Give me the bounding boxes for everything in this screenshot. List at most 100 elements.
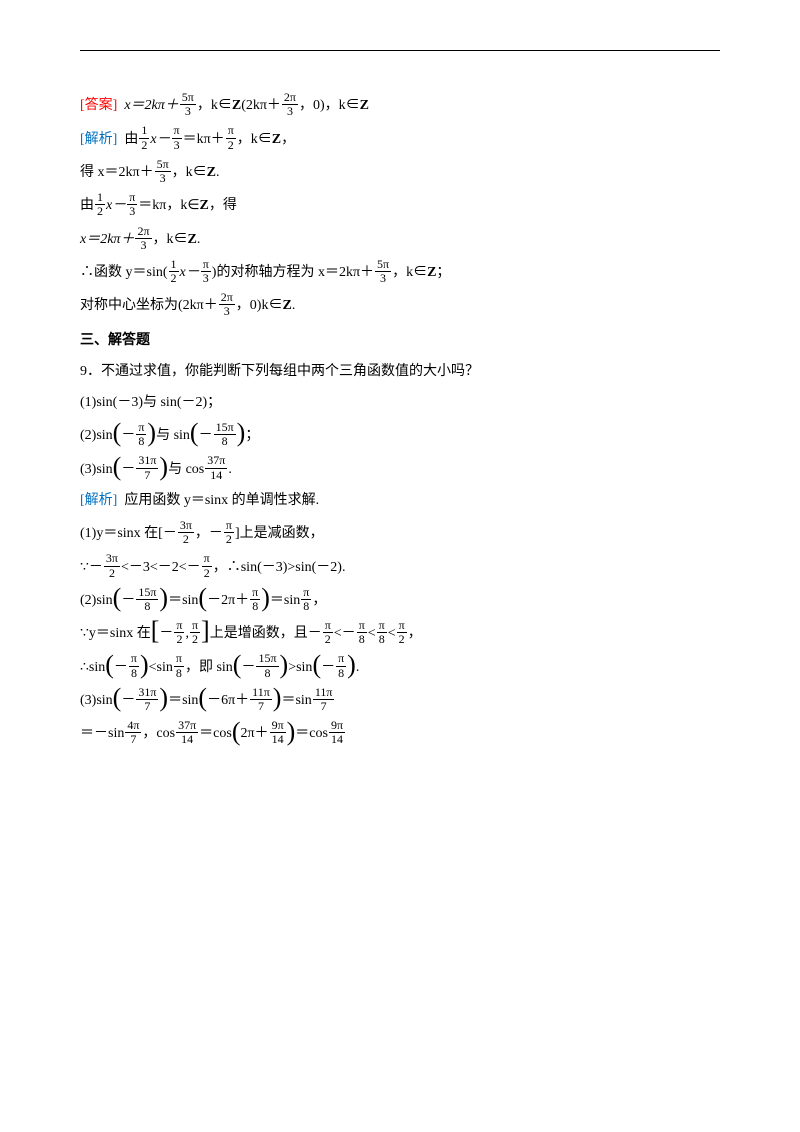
answer-line: [答案] x＝2kπ＋ 5π3 ，k∈ Z (2kπ＋ 2π3 ，0)，k∈ Z: [80, 91, 720, 118]
text: ，k∈: [237, 127, 272, 152]
analysis-label: [解析]: [80, 488, 117, 513]
fraction: π8: [129, 652, 139, 679]
text: ，即 sin: [185, 655, 233, 680]
text: x－: [150, 127, 170, 152]
paren-open-icon: (: [312, 652, 321, 678]
paren-close-icon: ): [237, 420, 246, 446]
text: ，0)k∈: [236, 293, 283, 318]
by-line-2: 由 12 x－ π3 ＝kπ，k∈ Z ，得: [80, 191, 720, 218]
x-line-2: x＝2kπ＋ 2π3 ，k∈ Z .: [80, 225, 720, 252]
text: －: [121, 688, 135, 713]
fraction: π2: [202, 552, 212, 579]
text: ＝sin: [168, 688, 198, 713]
text: ＝kπ＋: [183, 127, 225, 152]
text: 9．不通过求值，你能判断下列每组中两个三角函数值的大小吗？: [80, 359, 479, 384]
text: ∴函数 y＝sin(: [80, 260, 168, 285]
text: －2π＋: [207, 588, 249, 613]
fraction: π8: [136, 421, 146, 448]
text: x＝2kπ＋: [80, 227, 134, 252]
paren-close-icon: ): [140, 652, 149, 678]
text: (2)sin: [80, 588, 113, 613]
paren-close-icon: ): [261, 585, 270, 611]
sol-1b: ∵－ 3π2 <－3<－2<－ π2 ，∴sin(－3)>sin(－2).: [80, 552, 720, 579]
section-3-heading: 三、解答题: [80, 329, 720, 349]
top-divider: [80, 50, 720, 51]
paren-close-icon: ): [159, 585, 168, 611]
question-9: 9．不通过求值，你能判断下列每组中两个三角函数值的大小吗？: [80, 359, 720, 384]
paren-close-icon: ): [273, 685, 282, 711]
sol-1a: (1)y＝sinx 在[－ 3π2 ，－ π2 ]上是减函数，: [80, 519, 720, 546]
part-3: (3)sin ( － 31π7 ) 与 cos 37π14 .: [80, 454, 720, 481]
paren-open-icon: (: [105, 652, 114, 678]
fraction: 12: [139, 124, 149, 151]
paren-open-icon: (: [113, 585, 122, 611]
text: 上是增函数，且－: [210, 621, 322, 646]
sol-2c: ∴sin ( － π8 ) <sin π8 ，即 sin ( － 15π8 ) …: [80, 652, 720, 679]
set-Z: Z: [427, 260, 436, 285]
bracket-open-icon: [: [151, 618, 160, 644]
text: ，k∈: [153, 227, 188, 252]
text: －: [159, 621, 173, 646]
text: －: [121, 588, 135, 613]
sol-2b: ∵y＝sinx 在 [ － π2 , π2 ] 上是增函数，且－ π2 <－ π…: [80, 619, 720, 646]
paren-close-icon: ): [159, 454, 168, 480]
sol-2a: (2)sin ( － 15π8 ) ＝sin ( －2π＋ π8 ) ＝sin …: [80, 586, 720, 613]
fraction: 3π2: [178, 519, 194, 546]
text: ∴sin: [80, 655, 105, 680]
paren-open-icon: (: [233, 652, 242, 678]
fraction: π3: [172, 124, 182, 151]
answer-label: [答案]: [80, 93, 117, 118]
paren-open-icon: (: [198, 585, 207, 611]
text: 得 x＝2kπ＋: [80, 160, 154, 185]
center-line: 对称中心坐标为(2kπ＋ 2π3 ，0)k∈ Z .: [80, 291, 720, 318]
text: (2)sin: [80, 423, 113, 448]
set-Z: Z: [207, 160, 216, 185]
set-Z: Z: [188, 227, 197, 252]
text: [117, 488, 124, 513]
fraction: π3: [127, 191, 137, 218]
fraction: π2: [226, 124, 236, 151]
text: －6π＋: [207, 688, 249, 713]
fraction: π8: [250, 586, 260, 613]
text: 由: [124, 127, 138, 152]
text: ，cos: [142, 721, 175, 746]
text: ∵y＝sinx 在: [80, 621, 151, 646]
text: ，0)，k∈: [299, 93, 360, 118]
fraction: 5π3: [180, 91, 196, 118]
text: x＝2kπ＋: [124, 93, 178, 118]
fraction: 15π8: [256, 652, 278, 679]
fraction: π2: [323, 619, 333, 646]
fraction: π8: [377, 619, 387, 646]
text: 2π＋: [240, 721, 268, 746]
fraction: 12: [169, 258, 179, 285]
fraction: 12: [95, 191, 105, 218]
fraction: π3: [201, 258, 211, 285]
text: ，k∈: [197, 93, 232, 118]
fraction: π8: [336, 652, 346, 679]
text: ，: [312, 588, 326, 613]
fraction: 5π3: [375, 258, 391, 285]
part-2: (2)sin ( － π8 ) 与 sin ( － 15π8 ) ；: [80, 421, 720, 448]
text: －: [199, 423, 213, 448]
set-Z: Z: [272, 127, 281, 152]
text: (3)sin: [80, 457, 113, 482]
paren-close-icon: ): [280, 652, 289, 678]
text: 应用函数 y＝sinx 的单调性求解.: [124, 488, 319, 513]
text: ∵－: [80, 555, 103, 580]
text: .: [197, 227, 201, 252]
text: ＝sin: [281, 688, 311, 713]
text: <－3<－2<－: [121, 555, 201, 580]
text: －: [121, 457, 135, 482]
text: (3)sin: [80, 688, 113, 713]
text: x－: [106, 193, 126, 218]
fraction: 2π3: [219, 291, 235, 318]
bracket-close-icon: ]: [201, 618, 210, 644]
therefore-line: ∴函数 y＝sin( 12 x－ π3 )的对称轴方程为 x＝2kπ＋ 5π3 …: [80, 258, 720, 285]
text: －: [241, 655, 255, 680]
sol-3b: ＝－sin 4π7 ，cos 37π14 ＝cos ( 2π＋ 9π14 ) ＝…: [80, 719, 720, 746]
fraction: 15π8: [136, 586, 158, 613]
text: －: [114, 655, 128, 680]
set-Z: Z: [200, 193, 209, 218]
fraction: 4π7: [125, 719, 141, 746]
set-Z: Z: [282, 293, 291, 318]
